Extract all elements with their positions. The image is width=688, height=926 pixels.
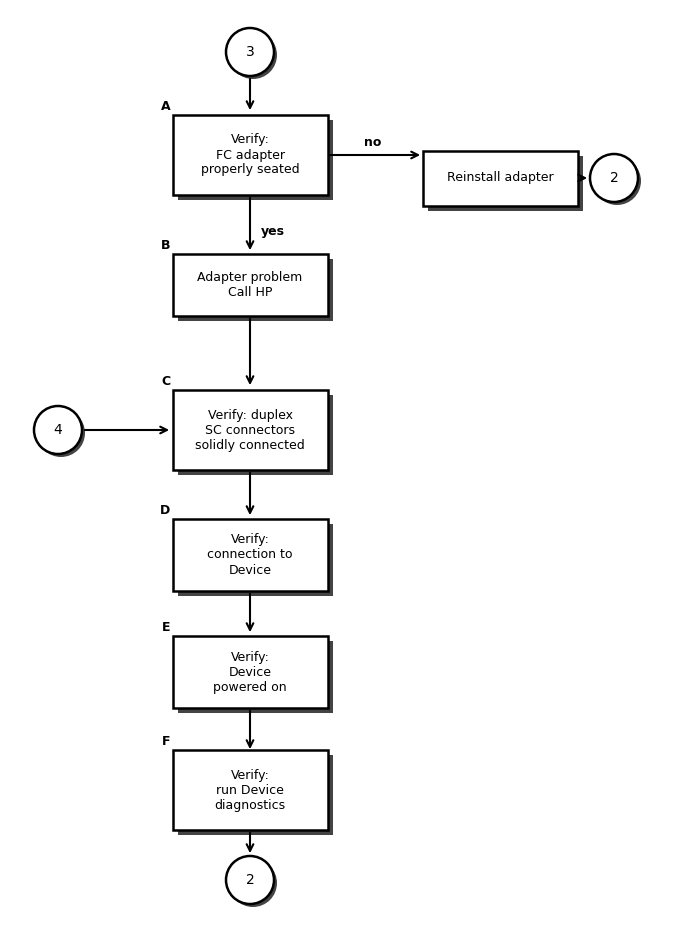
Bar [178, 524, 332, 596]
Text: Verify:
connection to
Device: Verify: connection to Device [207, 533, 293, 577]
Text: 2: 2 [610, 171, 619, 185]
Bar [173, 254, 327, 316]
Bar [178, 641, 332, 713]
Bar [173, 636, 327, 708]
Ellipse shape [229, 859, 277, 907]
Text: no: no [365, 136, 382, 149]
Text: F: F [162, 735, 171, 748]
Bar [173, 115, 327, 195]
Bar [178, 259, 332, 321]
Bar [422, 151, 577, 206]
Text: Reinstall adapter: Reinstall adapter [447, 171, 553, 184]
Ellipse shape [226, 856, 274, 904]
Ellipse shape [229, 31, 277, 79]
Ellipse shape [590, 154, 638, 202]
Text: C: C [162, 375, 171, 388]
Bar [178, 395, 332, 475]
Text: Verify:
FC adapter
properly seated: Verify: FC adapter properly seated [201, 133, 299, 177]
Ellipse shape [34, 406, 82, 454]
Ellipse shape [37, 409, 85, 457]
Text: E: E [162, 621, 171, 634]
Bar [427, 156, 583, 210]
Text: B: B [161, 239, 171, 252]
Text: Verify:
Device
powered on: Verify: Device powered on [213, 650, 287, 694]
Bar [178, 120, 332, 200]
Bar [173, 390, 327, 470]
Text: Verify: duplex
SC connectors
solidly connected: Verify: duplex SC connectors solidly con… [195, 408, 305, 452]
Ellipse shape [226, 28, 274, 76]
Bar [173, 519, 327, 591]
Text: Adapter problem
Call HP: Adapter problem Call HP [197, 271, 303, 299]
Ellipse shape [593, 157, 641, 205]
Text: yes: yes [261, 224, 285, 237]
Bar [173, 750, 327, 830]
Text: A: A [161, 100, 171, 113]
Text: 4: 4 [54, 423, 63, 437]
Text: D: D [160, 504, 171, 517]
Text: 3: 3 [246, 45, 255, 59]
Bar [178, 755, 332, 835]
Text: 2: 2 [246, 873, 255, 887]
Text: Verify:
run Device
diagnostics: Verify: run Device diagnostics [215, 769, 286, 811]
